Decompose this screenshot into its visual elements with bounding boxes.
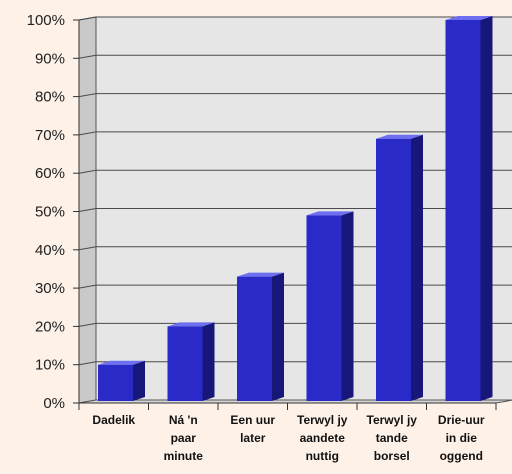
x-tick-label: in die — [446, 431, 478, 445]
bar — [167, 322, 215, 401]
gridline — [78, 284, 512, 289]
x-tick-label: aandete — [300, 431, 346, 445]
gridline — [78, 322, 512, 327]
bar-side — [202, 322, 215, 401]
gridline — [78, 208, 512, 212]
y-tick-label: 60% — [35, 165, 65, 182]
y-tick-label: 30% — [35, 280, 65, 297]
bar-top — [167, 322, 215, 327]
x-tick-label: paar — [171, 431, 197, 445]
y-tick-label: 20% — [35, 318, 65, 335]
x-tick-label: later — [240, 431, 266, 445]
bar-front — [237, 276, 272, 401]
y-tick-label: 100% — [27, 12, 65, 29]
y-tick-label: 80% — [35, 89, 65, 106]
y-tick-label: 40% — [35, 242, 65, 259]
x-tick-label: nuttig — [306, 449, 339, 463]
x-tick-label: borsel — [374, 449, 410, 463]
y-tick-label: 90% — [35, 50, 65, 67]
bar-top — [237, 272, 284, 277]
bar-side — [133, 360, 145, 401]
x-tick-label: Dadelik — [92, 413, 135, 427]
bar-top — [376, 134, 423, 139]
bar-side — [272, 272, 284, 401]
x-tick-label: Terwyl jy — [297, 413, 348, 427]
bar — [376, 134, 423, 402]
y-tick-label: 10% — [35, 357, 65, 374]
gridline — [78, 361, 512, 366]
x-tick-label: Drie-uur — [438, 413, 485, 427]
bar-front — [376, 138, 411, 402]
bar — [306, 211, 354, 401]
bar-top — [306, 211, 354, 216]
gridline — [78, 16, 512, 21]
bar — [445, 16, 493, 401]
gridline — [78, 246, 512, 251]
bar — [98, 360, 145, 401]
x-tick-label: Een uur — [230, 413, 275, 427]
gridline — [78, 131, 512, 136]
bar-front — [306, 215, 342, 401]
x-tick-label: Terwyl jy — [367, 413, 418, 427]
y-tick-label: 50% — [35, 204, 65, 221]
gridline — [78, 54, 512, 59]
bar-side — [341, 211, 354, 401]
y-tick-label: 70% — [35, 127, 65, 144]
bar-front — [98, 364, 133, 401]
bar-front — [167, 326, 203, 401]
x-tick-label: Ná 'n — [169, 413, 198, 427]
x-tick-label: minute — [164, 449, 204, 463]
y-tick-label: 0% — [43, 395, 65, 412]
x-tick-label: oggend — [440, 449, 483, 463]
bar-front — [445, 20, 481, 401]
x-tick-label: tande — [376, 431, 408, 445]
gridline — [78, 93, 512, 98]
bar-top — [445, 16, 493, 20]
bar-side — [480, 16, 493, 401]
gridline — [78, 169, 512, 174]
bar-side — [411, 134, 423, 402]
bar — [237, 272, 284, 401]
bar-top — [98, 360, 145, 365]
